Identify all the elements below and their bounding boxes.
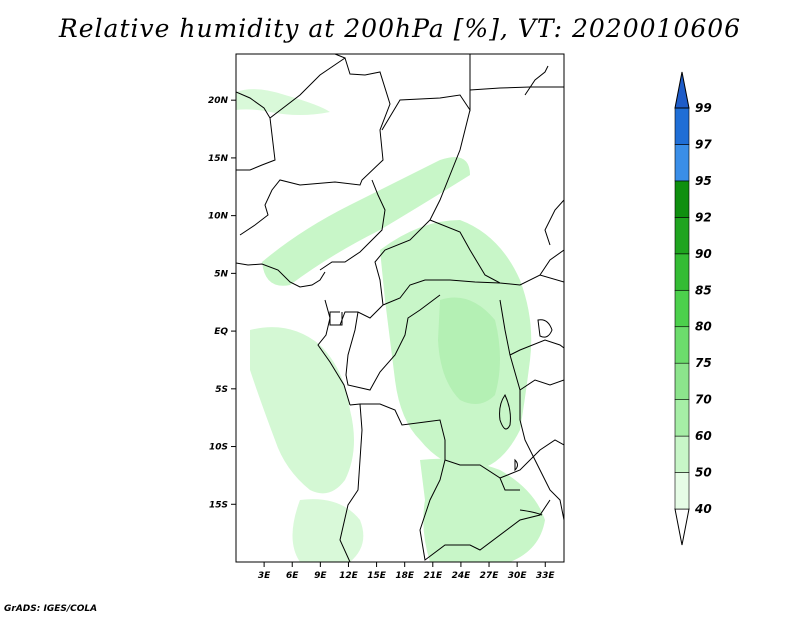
x-tick-label: 21E bbox=[423, 571, 443, 581]
colorbar-label: 99 bbox=[695, 101, 712, 115]
humidity-area-sahel bbox=[262, 157, 470, 286]
y-tick-label: 5S bbox=[215, 385, 228, 395]
colorbar-label: 85 bbox=[695, 283, 712, 297]
humidity-area-east bbox=[438, 297, 500, 404]
y-tick-label: 5N bbox=[214, 269, 228, 279]
colorbar-label: 80 bbox=[695, 320, 712, 334]
humidity-area-north bbox=[236, 89, 330, 115]
y-tick-label: 10S bbox=[209, 443, 228, 453]
map-frame bbox=[235, 53, 565, 563]
colorbar-segment bbox=[674, 289, 690, 328]
humidity-area-sw-lower bbox=[292, 499, 364, 562]
colorbar-segment bbox=[674, 107, 690, 145]
colorbar-label: 70 bbox=[695, 393, 712, 407]
colorbar-segment bbox=[674, 472, 690, 510]
colorbar-segment bbox=[674, 253, 690, 291]
colorbar-label: 50 bbox=[695, 466, 712, 480]
grads-credit: GrADS: IGES/COLA bbox=[4, 604, 98, 614]
colorbar-label: 97 bbox=[695, 137, 712, 151]
x-tick-label: 6E bbox=[286, 571, 299, 581]
y-tick-label: 15S bbox=[209, 500, 228, 510]
x-tick-label: 33E bbox=[536, 571, 556, 581]
x-tick-label: 30E bbox=[508, 571, 528, 581]
colorbar-label: 60 bbox=[695, 429, 712, 443]
colorbar: 40 50 60 70 75 80 85 90 92 95 97 99 bbox=[674, 71, 712, 546]
colorbar-label: 40 bbox=[694, 502, 712, 516]
y-tick-label: EQ bbox=[214, 327, 228, 337]
colorbar-segment bbox=[674, 399, 690, 437]
colorbar-segment bbox=[674, 435, 690, 473]
colorbar-segment bbox=[674, 180, 690, 218]
colorbar-label: 92 bbox=[695, 210, 712, 224]
colorbar-max-arrow bbox=[674, 71, 690, 109]
map-title: Relative humidity at 200hPa [%], VT: 202… bbox=[58, 14, 742, 43]
colorbar-label: 95 bbox=[695, 174, 712, 188]
colorbar-segment bbox=[674, 217, 690, 255]
y-tick-label: 10N bbox=[208, 212, 229, 222]
colorbar-label: 90 bbox=[695, 247, 712, 261]
map-axes: 3E 6E 9E 12E 15E 18E 21E 24E 27E 30E 33E 20N 15N 10N 5… bbox=[208, 96, 556, 581]
colorbar-segment bbox=[674, 144, 690, 182]
colorbar-segment bbox=[674, 362, 690, 400]
x-tick-label: 24E bbox=[452, 571, 472, 581]
humidity-area-southwest bbox=[250, 327, 354, 494]
x-tick-label: 9E bbox=[314, 571, 327, 581]
x-tick-label: 18E bbox=[395, 571, 415, 581]
colorbar-segment bbox=[674, 326, 690, 364]
y-tick-label: 20N bbox=[208, 96, 229, 106]
humidity-shading bbox=[236, 89, 545, 562]
country-borders bbox=[236, 54, 564, 562]
x-tick-label: 15E bbox=[367, 571, 387, 581]
colorbar-label: 75 bbox=[695, 356, 712, 370]
x-tick-label: 12E bbox=[339, 571, 359, 581]
x-tick-label: 27E bbox=[480, 571, 500, 581]
y-tick-label: 15N bbox=[208, 154, 229, 164]
humidity-area-south bbox=[420, 458, 545, 562]
x-tick-label: 3E bbox=[258, 571, 271, 581]
colorbar-min-arrow bbox=[674, 508, 690, 546]
